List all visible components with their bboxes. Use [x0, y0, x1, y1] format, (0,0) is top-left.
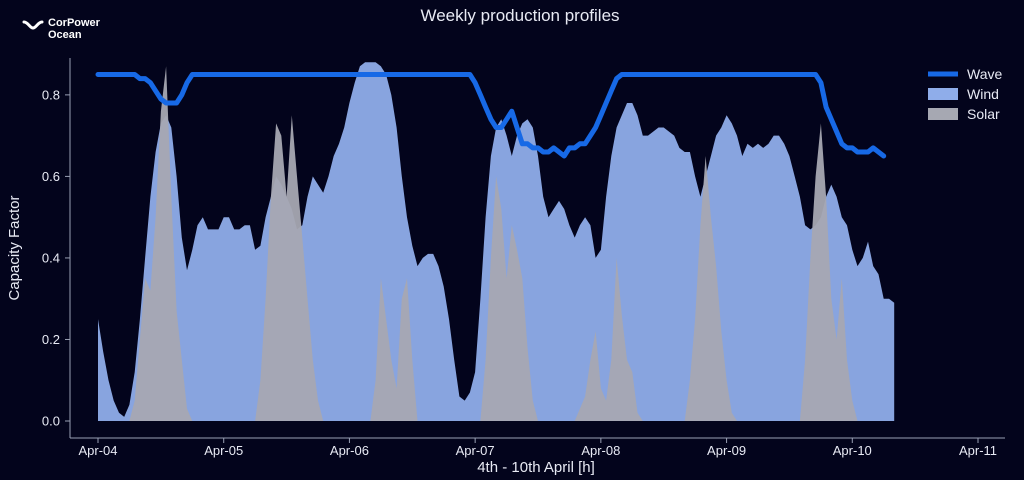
series-line-wave: [95, 72, 887, 159]
y-tick-label: 0.8: [42, 87, 60, 102]
x-tick-label: Apr-09: [707, 443, 746, 458]
legend-label-solar: Solar: [967, 106, 1000, 122]
y-tick-label: 0.6: [42, 169, 60, 184]
x-tick-label: Apr-04: [78, 443, 117, 458]
x-tick-label: Apr-06: [330, 443, 369, 458]
x-tick-label: Apr-11: [959, 443, 997, 458]
legend-label-wave: Wave: [967, 66, 1002, 82]
logo-text-line2: Ocean: [48, 29, 82, 41]
legend-swatch-wind: [928, 88, 958, 100]
x-tick-label: Apr-05: [204, 443, 243, 458]
legend-label-wind: Wind: [967, 86, 999, 102]
x-tick-label: Apr-10: [833, 443, 872, 458]
x-tick-label: Apr-07: [456, 443, 495, 458]
x-tick-label: Apr-08: [581, 443, 620, 458]
chart-legend: Wave Wind Solar: [928, 66, 1002, 122]
y-axis-label: Capacity Factor: [6, 195, 23, 300]
legend-swatch-solar: [928, 108, 958, 120]
y-tick-label: 0.0: [42, 414, 60, 429]
chart-title: Weekly production profiles: [420, 6, 619, 25]
y-tick-label: 0.4: [42, 250, 60, 265]
logo-text-line1: CorPower: [48, 17, 100, 29]
corpower-ocean-logo: CorPower Ocean: [22, 16, 122, 46]
wave-logo-icon: [22, 20, 44, 30]
x-axis-label: 4th - 10th April [h]: [477, 459, 595, 476]
y-tick-label: 0.2: [42, 332, 60, 347]
series-area-solar: [98, 66, 858, 422]
